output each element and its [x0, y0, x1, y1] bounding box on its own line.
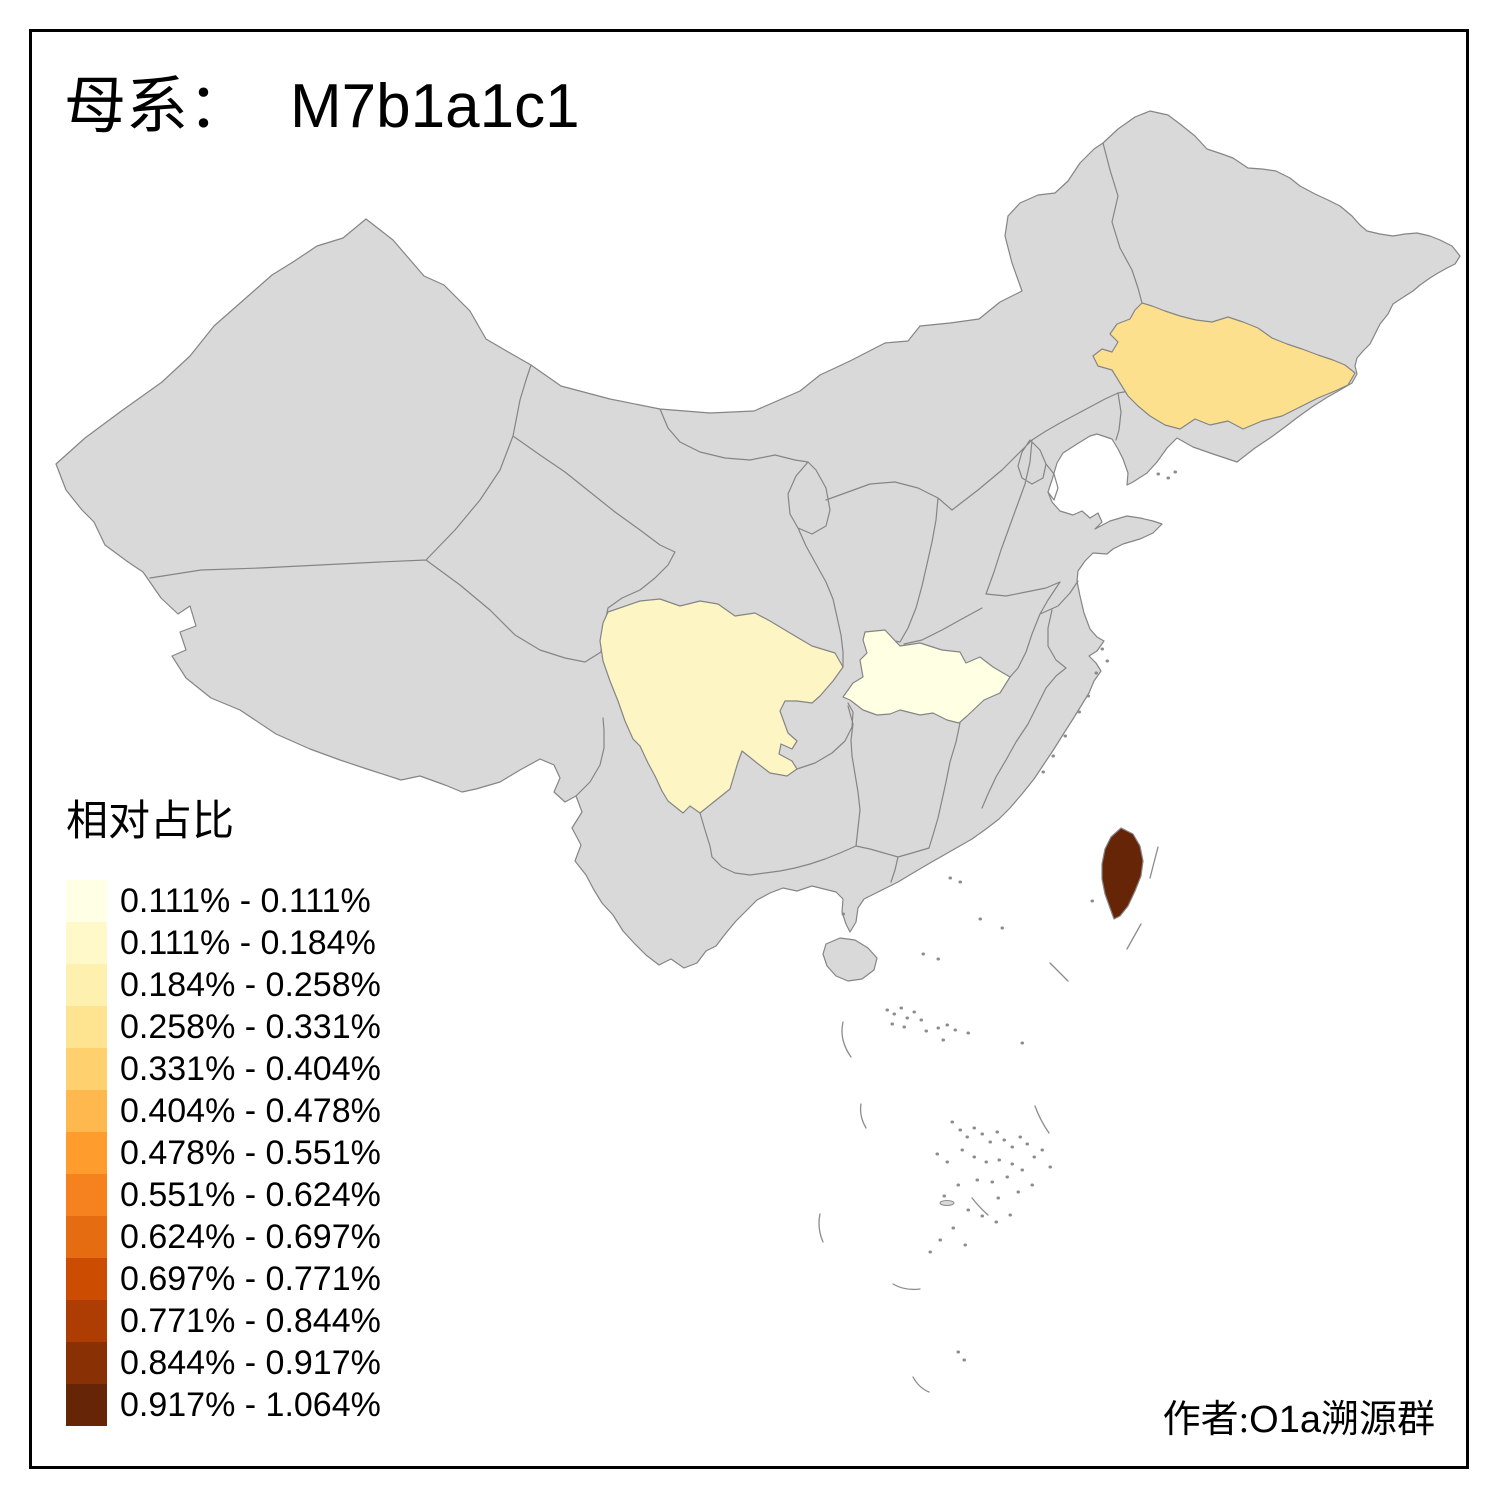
legend-item: 0.624% - 0.697%	[66, 1216, 381, 1258]
title-label: 母系：	[64, 73, 251, 141]
legend-range-label: 0.331% - 0.404%	[120, 1049, 381, 1088]
page-title: 母系： M7b1a1c1	[64, 74, 580, 140]
reef-islet-shape	[939, 1200, 955, 1206]
legend-title: 相对占比	[66, 799, 235, 845]
legend-swatch	[66, 1132, 107, 1174]
author-credit: 作者:O1a溯源群	[1163, 1388, 1435, 1443]
legend-range-label: 0.478% - 0.551%	[120, 1133, 381, 1172]
legend-range-label: 0.111% - 0.111%	[120, 881, 371, 920]
legend-range-label: 0.258% - 0.331%	[120, 1007, 381, 1046]
credit-suffix: 溯源群	[1320, 1399, 1435, 1441]
reef-arcs	[818, 846, 1159, 1393]
legend-item: 0.697% - 0.771%	[66, 1258, 381, 1300]
legend-swatch	[66, 880, 107, 922]
legend: 相对占比 0.111% - 0.111% 0.111% - 0.184% 0.1…	[66, 798, 381, 1426]
legend-swatch	[66, 1342, 107, 1384]
plot-frame	[29, 29, 1469, 1469]
legend-swatch	[66, 1006, 107, 1048]
legend-range-label: 0.697% - 0.771%	[120, 1259, 381, 1298]
legend-swatch	[66, 1300, 107, 1342]
legend-item: 0.111% - 0.184%	[66, 922, 381, 964]
legend-swatch	[66, 1090, 107, 1132]
mainland-china-shape	[55, 110, 1461, 969]
legend-range-label: 0.184% - 0.258%	[120, 965, 381, 1004]
legend-item: 0.184% - 0.258%	[66, 964, 381, 1006]
legend-rows: 0.111% - 0.111% 0.111% - 0.184% 0.184% -…	[66, 880, 381, 1426]
legend-swatch	[66, 1048, 107, 1090]
credit-group-code: O1a	[1249, 1399, 1321, 1441]
legend-swatch	[66, 1174, 107, 1216]
offshore-islet-dots	[841, 470, 1177, 1362]
legend-item: 0.111% - 0.111%	[66, 880, 381, 922]
legend-item: 0.917% - 1.064%	[66, 1384, 381, 1426]
province-taiwan	[1101, 827, 1144, 920]
legend-item: 0.844% - 0.917%	[66, 1342, 381, 1384]
legend-item: 0.478% - 0.551%	[66, 1132, 381, 1174]
legend-item: 0.331% - 0.404%	[66, 1048, 381, 1090]
legend-range-label: 0.624% - 0.697%	[120, 1217, 381, 1256]
legend-swatch	[66, 1384, 107, 1426]
legend-item: 0.771% - 0.844%	[66, 1300, 381, 1342]
province-hubei	[842, 629, 1011, 724]
hainan-island-shape	[822, 937, 878, 982]
legend-swatch	[66, 1258, 107, 1300]
legend-swatch	[66, 922, 107, 964]
province-sichuan	[599, 598, 844, 814]
legend-swatch	[66, 964, 107, 1006]
legend-range-label: 0.917% - 1.064%	[120, 1385, 381, 1424]
legend-swatch	[66, 1216, 107, 1258]
legend-item: 0.404% - 0.478%	[66, 1090, 381, 1132]
legend-range-label: 0.844% - 0.917%	[120, 1343, 381, 1382]
legend-item: 0.551% - 0.624%	[66, 1174, 381, 1216]
legend-range-label: 0.111% - 0.184%	[120, 923, 376, 962]
legend-range-label: 0.404% - 0.478%	[120, 1091, 381, 1130]
credit-label: 作者:	[1162, 1399, 1250, 1441]
province-borders	[149, 142, 1151, 883]
province-jilin	[1092, 302, 1356, 430]
legend-range-label: 0.771% - 0.844%	[120, 1301, 381, 1340]
legend-range-label: 0.551% - 0.624%	[120, 1175, 381, 1214]
title-haplogroup-code: M7b1a1c1	[290, 72, 580, 141]
legend-item: 0.258% - 0.331%	[66, 1006, 381, 1048]
